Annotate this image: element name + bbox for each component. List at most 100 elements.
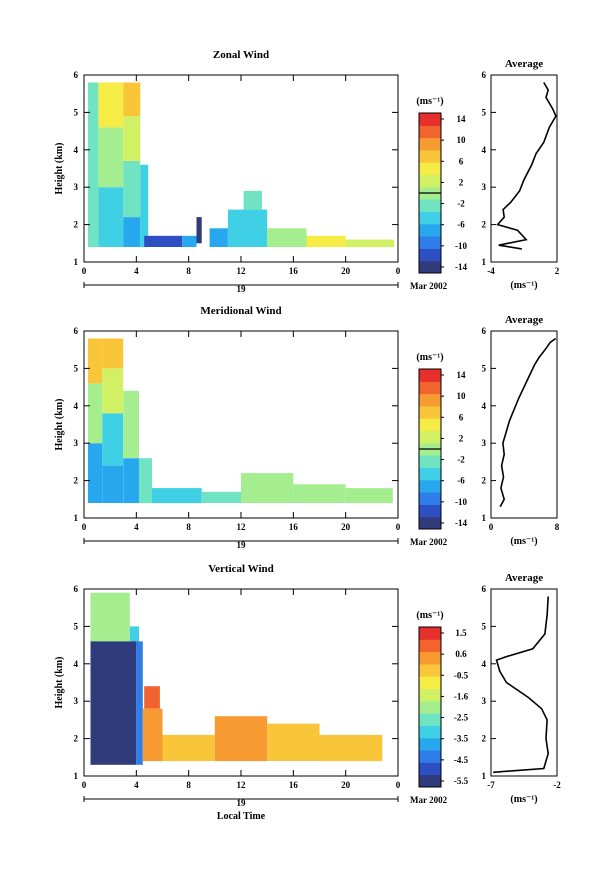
y-axis-label: Height (km) bbox=[54, 143, 65, 195]
y-tick-label: 5 bbox=[74, 107, 79, 117]
panel-title: Meridional Wind bbox=[200, 305, 281, 317]
y-tick-label: 1 bbox=[74, 771, 79, 781]
profile-x-axis-label: (ms⁻¹) bbox=[510, 794, 537, 805]
heatmap-cell bbox=[123, 390, 139, 459]
colorbar-segment bbox=[419, 248, 441, 262]
colorbar-label: (ms⁻¹) bbox=[416, 352, 443, 363]
colorbar-segment bbox=[419, 492, 441, 505]
day-label: 19 bbox=[237, 284, 247, 294]
x-tick-label: 4 bbox=[134, 780, 139, 790]
profile-line bbox=[496, 82, 557, 250]
heatmap-cell bbox=[102, 368, 124, 414]
colorbar-segment bbox=[419, 479, 441, 493]
y-tick-label: 6 bbox=[74, 326, 79, 336]
colorbar-tick-label: 2 bbox=[459, 433, 464, 443]
colorbar-segment bbox=[419, 750, 441, 763]
colorbar-label: (ms⁻¹) bbox=[416, 96, 443, 107]
heatmap-cell bbox=[267, 723, 320, 761]
colorbar-segment bbox=[419, 174, 441, 188]
profile-y-tick-label: 1 bbox=[482, 513, 487, 523]
profile-title: Average bbox=[505, 58, 543, 70]
x-tick-label: 8 bbox=[186, 522, 191, 532]
profile-frame bbox=[490, 74, 558, 263]
heatmap-cell bbox=[201, 491, 242, 503]
colorbar-segment bbox=[419, 504, 441, 518]
heatmap-cell bbox=[142, 708, 163, 762]
colorbar-tick-label: -4.5 bbox=[454, 755, 469, 765]
colorbar-segment bbox=[419, 223, 441, 237]
x-tick-label: 0 bbox=[396, 522, 401, 532]
colorbar-segment bbox=[419, 162, 441, 175]
colorbar-tick-label: -2.5 bbox=[454, 713, 469, 723]
x-tick-label: 0 bbox=[82, 266, 87, 276]
heatmap-cell bbox=[241, 473, 294, 503]
colorbar-tick-label: -14 bbox=[455, 262, 467, 272]
colorbar-segment bbox=[419, 381, 441, 395]
profile-x-tick-label: -7 bbox=[487, 780, 495, 790]
colorbar-segment bbox=[419, 688, 441, 702]
colorbar-tick-label: 6 bbox=[459, 156, 464, 166]
colorbar-segment bbox=[419, 700, 441, 714]
heatmap-cell bbox=[123, 116, 141, 161]
y-axis-label: Height (km) bbox=[54, 399, 65, 451]
heatmap-cell bbox=[136, 641, 143, 765]
x-tick-label: 20 bbox=[341, 266, 351, 276]
profile-y-tick-label: 5 bbox=[482, 621, 487, 631]
colorbar-tick-label: -6 bbox=[457, 476, 465, 486]
profile-frame bbox=[490, 588, 558, 777]
heatmap-cell bbox=[345, 488, 393, 504]
profile-x-tick-label: -4 bbox=[487, 266, 495, 276]
heatmap-cell bbox=[87, 443, 103, 503]
x-tick-label: 4 bbox=[134, 266, 139, 276]
x-tick-label: 0 bbox=[82, 780, 87, 790]
x-tick-label: 16 bbox=[289, 266, 299, 276]
colorbar-tick-label: 6 bbox=[459, 412, 464, 422]
y-tick-label: 4 bbox=[74, 659, 79, 669]
colorbar-segment bbox=[419, 137, 441, 151]
colorbar-segment bbox=[419, 676, 441, 689]
colorbar-segment bbox=[419, 737, 441, 751]
profile-x-tick-label: 2 bbox=[555, 266, 560, 276]
heatmap-cell bbox=[319, 734, 383, 762]
colorbar-segment bbox=[419, 651, 441, 665]
colorbar-segment bbox=[419, 393, 441, 407]
heatmap-cell bbox=[102, 465, 124, 503]
y-tick-label: 5 bbox=[74, 621, 79, 631]
profile-y-tick-label: 6 bbox=[482, 326, 487, 336]
colorbar-tick-label: 14 bbox=[457, 114, 467, 124]
colorbar-tick-label: 2 bbox=[459, 177, 464, 187]
colorbar-tick-label: -5.5 bbox=[454, 776, 469, 786]
colorbar-tick-label: -2 bbox=[457, 455, 465, 465]
colorbar-segment bbox=[419, 774, 441, 788]
y-tick-label: 1 bbox=[74, 513, 79, 523]
heatmap-cell bbox=[98, 82, 124, 128]
profile-title: Average bbox=[505, 314, 543, 326]
profile-y-tick-label: 2 bbox=[482, 220, 487, 230]
heatmap-cell bbox=[209, 228, 228, 247]
profile-y-tick-label: 2 bbox=[482, 734, 487, 744]
colorbar-segment bbox=[419, 113, 441, 126]
colorbar-segment bbox=[419, 455, 441, 468]
colorbar-tick-label: -14 bbox=[455, 518, 467, 528]
heatmap-cell bbox=[144, 235, 183, 247]
heatmap-cell bbox=[196, 217, 202, 244]
colorbar-segment bbox=[419, 211, 441, 225]
colorbar-label: (ms⁻¹) bbox=[416, 610, 443, 621]
y-tick-label: 3 bbox=[74, 182, 79, 192]
colorbar-tick-label: 10 bbox=[457, 135, 467, 145]
colorbar-tick-label: -2 bbox=[457, 199, 465, 209]
profile-title: Average bbox=[505, 572, 543, 584]
x-tick-label: 16 bbox=[289, 522, 299, 532]
x-tick-label: 16 bbox=[289, 780, 299, 790]
profile-y-tick-label: 4 bbox=[482, 145, 487, 155]
profile-line bbox=[493, 596, 550, 774]
colorbar-segment bbox=[419, 627, 441, 640]
profile-y-tick-label: 4 bbox=[482, 401, 487, 411]
heatmap-cell bbox=[152, 488, 202, 504]
y-tick-label: 1 bbox=[74, 257, 79, 267]
y-tick-label: 2 bbox=[74, 220, 79, 230]
colorbar-tick-label: -0.5 bbox=[454, 670, 469, 680]
colorbar-tick-label: 0.6 bbox=[455, 649, 467, 659]
x-tick-label: 4 bbox=[134, 522, 139, 532]
